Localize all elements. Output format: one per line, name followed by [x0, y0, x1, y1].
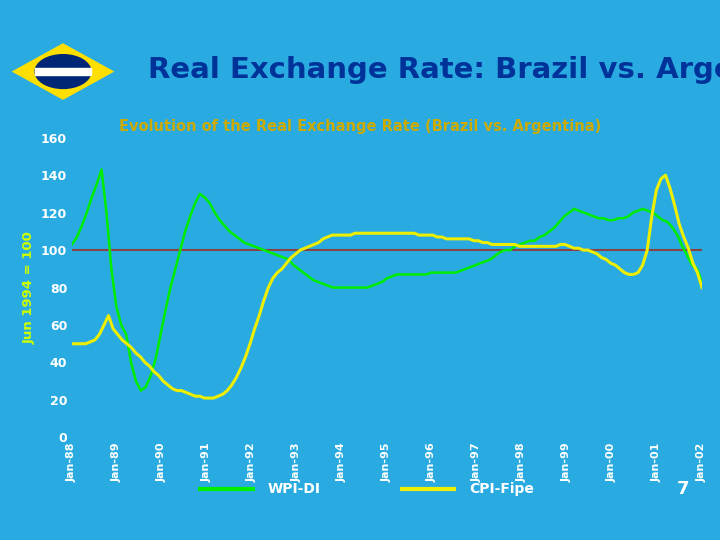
Text: CPI-Fipe: CPI-Fipe — [469, 482, 534, 496]
Text: WPI-DI: WPI-DI — [267, 482, 320, 496]
Text: Real Exchange Rate: Brazil vs. Argentina: Real Exchange Rate: Brazil vs. Argentina — [148, 56, 720, 84]
Y-axis label: Jun 1994 = 100: Jun 1994 = 100 — [22, 231, 35, 344]
Circle shape — [35, 55, 91, 89]
Text: Evolution of the Real Exchange Rate (Brazil vs. Argentina): Evolution of the Real Exchange Rate (Bra… — [119, 119, 601, 134]
Polygon shape — [12, 43, 114, 100]
Text: 7: 7 — [677, 480, 690, 498]
Bar — [35, 68, 91, 75]
